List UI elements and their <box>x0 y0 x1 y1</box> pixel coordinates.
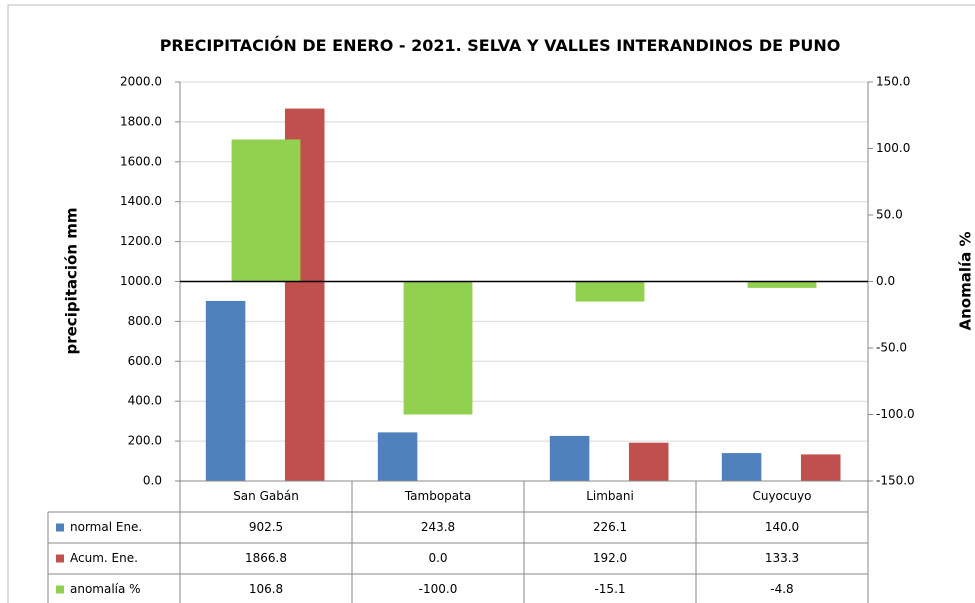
y-tick-label: 0.0 <box>143 474 162 488</box>
legend-label: anomalía % <box>70 582 141 596</box>
legend-key <box>56 554 64 563</box>
bar <box>575 281 645 302</box>
y2-tick-label: -100.0 <box>876 407 915 421</box>
table-value: -15.1 <box>594 582 625 596</box>
bar <box>231 139 301 282</box>
chart-title: PRECIPITACIÓN DE ENERO - 2021. SELVA Y V… <box>159 36 841 55</box>
y2-tick-label: 50.0 <box>876 208 903 222</box>
y2-axis-label: Anomalía % <box>957 231 975 330</box>
legend-label: Acum. Ene. <box>70 551 138 565</box>
y2-tick-label: 150.0 <box>876 75 910 89</box>
y-tick-label: 2000.0 <box>120 75 162 89</box>
table-value: 902.5 <box>249 520 283 534</box>
table-value: 106.8 <box>249 582 283 596</box>
chart-frame <box>7 4 975 603</box>
y-tick-label: 1400.0 <box>120 194 162 208</box>
y2-tick-label: 100.0 <box>876 141 910 155</box>
bar <box>205 300 246 481</box>
bar <box>549 435 590 481</box>
x-tick-label: Cuyocuyo <box>752 489 811 503</box>
bar <box>721 453 762 481</box>
y-tick-label: 600.0 <box>128 354 162 368</box>
legend-label: normal Ene. <box>70 520 142 534</box>
y-tick-label: 1600.0 <box>120 154 162 168</box>
table-value: 1866.8 <box>245 551 287 565</box>
bar <box>747 281 817 288</box>
y2-tick-label: -50.0 <box>876 341 907 355</box>
y-tick-label: 1200.0 <box>120 234 162 248</box>
table-value: 226.1 <box>593 520 627 534</box>
y-axis-label: precipitación mm <box>63 207 81 354</box>
bar <box>628 442 669 481</box>
legend-key <box>56 523 64 532</box>
x-tick-label: Limbani <box>586 489 634 503</box>
table-value: 140.0 <box>765 520 799 534</box>
bar <box>800 454 841 481</box>
y-tick-label: 800.0 <box>128 314 162 328</box>
y2-tick-label: 0.0 <box>876 274 895 288</box>
table-value: 0.0 <box>428 551 447 565</box>
y-tick-label: 400.0 <box>128 394 162 408</box>
y-tick-label: 1000.0 <box>120 274 162 288</box>
x-tick-label: San Gabán <box>233 489 299 503</box>
bar <box>403 281 473 415</box>
y2-tick-label: -150.0 <box>876 474 915 488</box>
table-value: 192.0 <box>593 551 627 565</box>
table-value: 243.8 <box>421 520 455 534</box>
bar <box>377 432 418 481</box>
table-value: 133.3 <box>765 551 799 565</box>
y-tick-label: 1800.0 <box>120 114 162 128</box>
y-tick-label: 200.0 <box>128 434 162 448</box>
table-value: -4.8 <box>770 582 793 596</box>
table-value: -100.0 <box>419 582 458 596</box>
x-tick-label: Tambopata <box>404 489 471 503</box>
legend-key <box>56 585 64 594</box>
